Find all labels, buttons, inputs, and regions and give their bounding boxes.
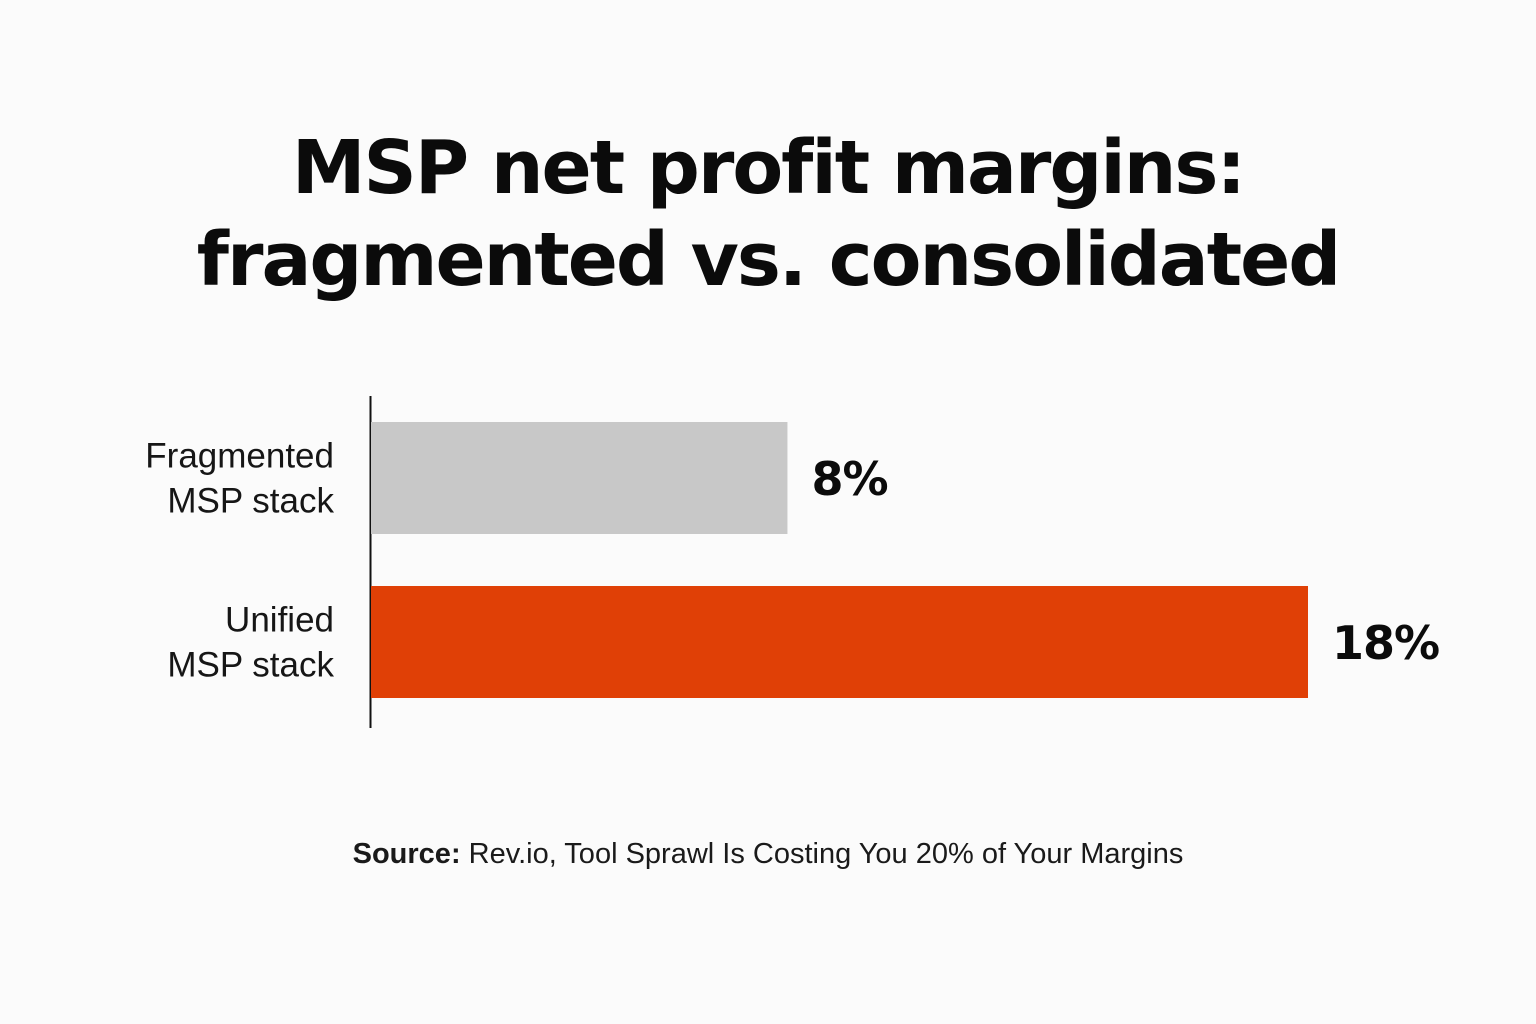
bars-layer: 8% Fragmented MSP stack 18% Unified MSP stack (145, 422, 1440, 698)
category-label-1-line-2: MSP stack (167, 482, 334, 521)
bar-1 (371, 422, 788, 534)
chart-title: MSP net profit margins: fragmented vs. c… (0, 122, 1536, 306)
category-label-2-line-2: MSP stack (167, 646, 334, 685)
source-note: Source: Rev.io, Tool Sprawl Is Costing Y… (0, 838, 1536, 871)
source-text: Rev.io, Tool Sprawl Is Costing You 20% o… (468, 838, 1184, 870)
category-label-1: Fragmented MSP stack (145, 437, 334, 521)
source-label: Source: (352, 838, 461, 870)
category-label-2: Unified MSP stack (167, 601, 334, 685)
category-label-2-line-1: Unified (225, 601, 334, 640)
value-label-1: 8% (811, 452, 887, 506)
value-label-2: 18% (1332, 616, 1439, 670)
bar-2 (371, 586, 1308, 698)
bar-chart: 8% Fragmented MSP stack 18% Unified MSP stack (145, 396, 1440, 728)
chart-title-line-1: MSP net profit margins: (291, 125, 1246, 211)
category-label-1-line-1: Fragmented (145, 437, 334, 476)
chart-title-line-2: fragmented vs. consolidated (196, 217, 1341, 303)
